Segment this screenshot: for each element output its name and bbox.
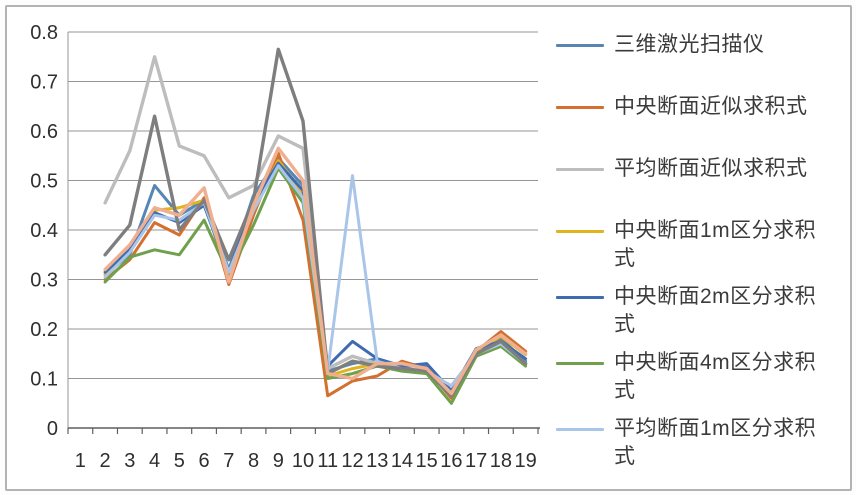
- legend-item-5: 中央断面2m区分求积式: [556, 283, 852, 339]
- y-axis-labels: 0 0.1 0.2 0.3 0.4 0.5 0.6 0.7 0.8: [30, 22, 58, 440]
- legend-item-label: 三维激光扫描仪: [614, 33, 765, 56]
- x-tick-label: 13: [366, 450, 388, 472]
- x-tick-label: 19: [515, 450, 537, 472]
- x-tick-label: 7: [223, 450, 234, 472]
- y-tick-label: 0.3: [30, 270, 58, 292]
- series-lines: [103, 47, 528, 405]
- legend-item-label: 中央断面2m区分求积式: [614, 285, 817, 336]
- x-tick-label: 6: [198, 450, 209, 472]
- x-tick-label: 15: [416, 450, 438, 472]
- x-tick-label: 10: [292, 450, 314, 472]
- x-axis-labels: 1 2 3 4 5 6 7 8 9 10 11 12 13 14 15 16 17 18 19: [75, 450, 537, 472]
- x-tick-label: 1: [75, 450, 86, 472]
- legend-item-2: 中央断面近似求积式: [556, 93, 852, 121]
- x-tick-label: 11: [317, 450, 338, 472]
- legend-item-6: 中央断面4m区分求积式: [556, 349, 852, 405]
- x-tick-label: 17: [465, 450, 487, 472]
- x-tick-label: 8: [248, 450, 259, 472]
- series-line-unlabeled-9: [103, 146, 528, 396]
- x-tick-label: 12: [341, 450, 363, 472]
- x-tick-label: 9: [273, 450, 284, 472]
- legend-item-7: 平均断面1m区分求积式: [556, 415, 852, 471]
- y-tick-label: 0: [47, 418, 58, 440]
- x-tick-label: 16: [440, 450, 462, 472]
- legend-line-swatch-icon: [556, 362, 604, 365]
- y-tick-label: 0.1: [30, 369, 58, 391]
- x-tick-label: 18: [490, 450, 512, 472]
- legend-line-swatch-icon: [556, 296, 604, 299]
- legend-line-swatch-icon: [556, 106, 604, 109]
- legend-line-swatch-icon: [556, 168, 604, 171]
- legend-line-swatch-icon: [556, 44, 604, 47]
- y-tick-label: 0.5: [30, 171, 58, 193]
- x-tick-label: 4: [149, 450, 160, 472]
- legend-item-label: 中央断面4m区分求积式: [614, 351, 817, 402]
- legend-item-label: 中央断面近似求积式: [614, 95, 808, 118]
- legend-item-1: 三维激光扫描仪: [556, 31, 852, 59]
- legend-item-label: 平均断面近似求积式: [614, 157, 808, 180]
- y-tick-label: 0.7: [30, 72, 58, 94]
- legend-item-4: 中央断面1m区分求积式: [556, 217, 852, 273]
- y-tick-label: 0.8: [30, 22, 58, 44]
- x-tick-label: 14: [391, 450, 413, 472]
- legend-line-swatch-icon: [556, 230, 604, 233]
- y-tick-label: 0.4: [30, 220, 58, 242]
- x-tick-label: 2: [100, 450, 111, 472]
- series-line-3: [103, 55, 528, 388]
- y-tick-label: 0.6: [30, 121, 58, 143]
- legend-item-label: 平均断面1m区分求积式: [614, 417, 817, 468]
- legend-item-3: 平均断面近似求积式: [556, 155, 852, 183]
- chart-legend: 三维激光扫描仪中央断面近似求积式 平均断面近似求积式中央断面1m区分求积式 中央断面…: [556, 31, 852, 471]
- axes: [67, 32, 540, 434]
- x-tick-label: 5: [174, 450, 185, 472]
- y-tick-label: 0.2: [30, 319, 58, 341]
- legend-line-swatch-icon: [556, 428, 604, 431]
- legend-item-label: 中央断面1m区分求积式: [614, 219, 817, 270]
- x-tick-label: 3: [124, 450, 135, 472]
